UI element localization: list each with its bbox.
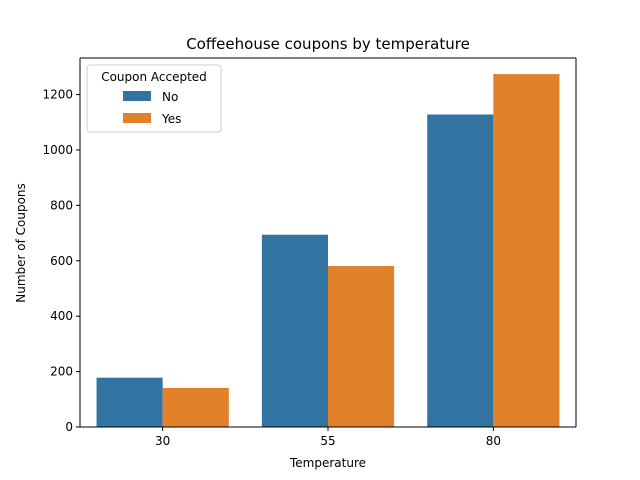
x-tick-label: 30 (155, 434, 170, 448)
bars-layer (96, 74, 560, 427)
y-tick-label: 400 (50, 309, 73, 323)
legend-label-yes: Yes (161, 112, 181, 126)
bar-yes-30 (162, 387, 229, 427)
y-axis-label: Number of Coupons (14, 183, 28, 303)
legend-label-no: No (162, 90, 178, 104)
legend-swatch-yes (123, 113, 151, 123)
bar-no-80 (427, 114, 494, 427)
y-axis-ticks: 0 200 400 600 800 1000 1200 (42, 88, 80, 434)
y-tick-label: 600 (50, 254, 73, 268)
y-tick-label: 1000 (42, 143, 73, 157)
legend-swatch-no (123, 91, 151, 101)
y-tick-label: 1200 (42, 88, 73, 102)
chart-title: Coffeehouse coupons by temperature (186, 35, 470, 53)
x-tick-label: 55 (320, 434, 335, 448)
legend-title: Coupon Accepted (101, 70, 207, 84)
y-tick-label: 200 (50, 365, 73, 379)
bar-no-55 (261, 234, 328, 427)
x-axis-ticks: 30 55 80 (155, 427, 501, 448)
bar-no-30 (96, 377, 163, 427)
legend: Coupon Accepted No Yes (86, 64, 222, 133)
x-axis-label: Temperature (289, 456, 366, 470)
x-tick-label: 80 (486, 434, 501, 448)
y-tick-label: 0 (65, 420, 73, 434)
bar-yes-55 (328, 266, 395, 427)
legend-frame (86, 64, 222, 133)
bar-yes-80 (493, 74, 560, 427)
y-tick-label: 800 (50, 198, 73, 212)
